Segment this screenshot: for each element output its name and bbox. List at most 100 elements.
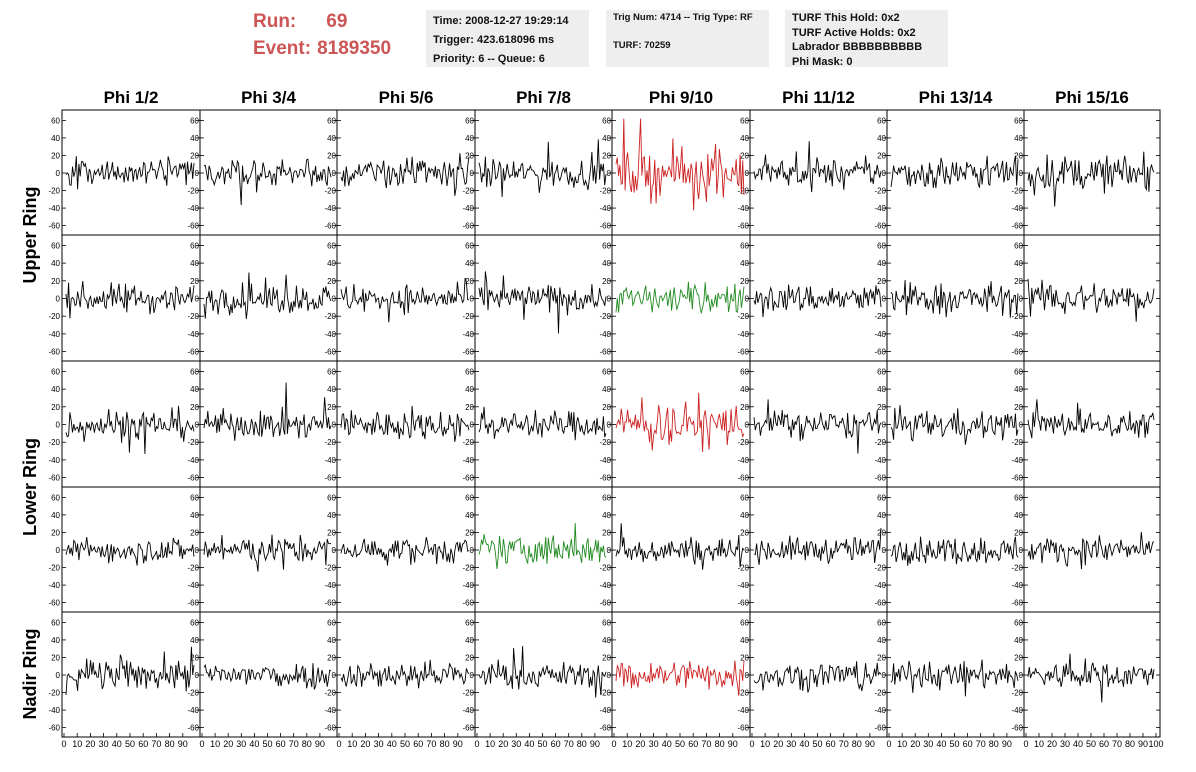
y-tick-label: 40 [877,134,886,143]
y-tick-label: -20 [462,187,474,196]
x-tick-label: 80 [302,739,312,749]
y-tick-label: -20 [1011,564,1023,573]
phi-mask-text: Phi Mask: 0 [792,55,853,68]
waveform-trace [615,523,745,570]
y-tick-label: 60 [1014,241,1023,250]
y-tick-label: -60 [737,348,749,357]
x-tick-label: 30 [99,739,109,749]
y-tick-label: 0 [332,546,337,555]
y-tick-label: 40 [1014,259,1023,268]
waveform-panel [199,611,338,738]
x-tick-label: 90 [453,739,463,749]
y-tick-label: -20 [462,438,474,447]
y-tick-label: 40 [51,134,60,143]
y-tick-label: -20 [874,187,886,196]
y-tick-label: -20 [462,564,474,573]
y-tick-label: 0 [745,421,750,430]
x-tick-label: 30 [1060,739,1070,749]
y-tick-label: 40 [327,134,336,143]
waveform-trace [340,659,470,689]
y-tick-label: 0 [882,169,887,178]
y-tick-label: 60 [602,116,611,125]
y-tick-label: -60 [324,222,336,231]
x-tick-label: 10 [1034,739,1044,749]
y-tick-label: 20 [602,151,611,160]
waveform-trace [65,536,195,566]
y-tick-label: 0 [332,295,337,304]
y-tick-label: 60 [740,367,749,376]
y-tick-label: 60 [190,618,199,627]
y-tick-label: -40 [599,581,611,590]
y-tick-label: -60 [599,599,611,608]
waveform-trace [890,659,1019,697]
y-tick-label: -20 [324,187,336,196]
y-tick-label: 0 [195,421,200,430]
y-tick-label: 60 [51,618,60,627]
waveform-trace [1027,151,1155,207]
y-tick-label: 0 [195,169,200,178]
y-tick-label: -20 [737,438,749,447]
x-tick-label: 10 [760,739,770,749]
y-tick-label: 60 [51,116,60,125]
waveform-panel [336,486,476,613]
y-tick-label: -40 [737,456,749,465]
y-tick-label: -20 [874,312,886,321]
time-text: Time: 2008-12-27 19:29:14 [433,15,569,27]
x-tick-label: 100 [1148,739,1163,749]
y-tick-label: 40 [190,511,199,520]
y-tick-label: 0 [1019,421,1024,430]
y-tick-label: 40 [740,511,749,520]
y-tick-label: -20 [187,187,199,196]
y-tick-label: 40 [877,636,886,645]
waveform-panel [61,611,201,738]
y-tick-label: 20 [740,277,749,286]
x-tick-label: 40 [662,739,672,749]
y-tick-label: 60 [51,493,60,502]
y-tick-label: 40 [190,134,199,143]
x-tick-label: 20 [1047,739,1057,749]
y-tick-label: -20 [874,689,886,698]
y-tick-label: 40 [327,385,336,394]
x-tick-label: 0 [199,739,204,749]
waveform-panel [749,486,888,613]
y-tick-label: 60 [1014,618,1023,627]
waveform-trace [890,405,1019,445]
y-tick-label: 60 [327,241,336,250]
y-tick-label: 40 [190,636,199,645]
y-tick-label: 60 [327,493,336,502]
y-tick-label: -60 [324,474,336,483]
y-tick-label: 0 [607,546,612,555]
y-tick-label: 40 [465,134,474,143]
y-tick-label: -60 [1011,599,1023,608]
y-tick-label: 0 [332,671,337,680]
x-tick-label: 80 [577,739,587,749]
y-tick-label: -20 [324,312,336,321]
y-tick-label: -40 [1011,581,1023,590]
y-tick-label: -60 [324,599,336,608]
y-tick-label: 40 [51,385,60,394]
y-tick-label: 40 [51,636,60,645]
y-tick-label: 40 [465,385,474,394]
waveform-panel [749,109,888,236]
y-tick-label: -40 [462,581,474,590]
x-tick-label: 40 [1073,739,1083,749]
y-tick-label: -40 [324,330,336,339]
waveform-trace [203,382,332,441]
y-tick-label: -20 [48,187,60,196]
x-tick-label: 0 [611,739,616,749]
y-tick-label: -40 [324,456,336,465]
y-tick-label: 0 [745,169,750,178]
y-tick-label: 40 [602,385,611,394]
y-tick-label: -40 [187,581,199,590]
y-tick-label: 0 [745,546,750,555]
y-tick-label: 20 [190,528,199,537]
x-tick-label: 0 [61,739,66,749]
y-tick-label: 60 [190,367,199,376]
y-tick-label: -60 [48,724,60,733]
x-tick-label: 80 [1125,739,1135,749]
y-tick-label: -20 [48,689,60,698]
y-tick-label: 0 [882,546,887,555]
y-tick-label: -60 [1011,222,1023,231]
y-tick-label: -20 [187,689,199,698]
y-tick-label: -20 [48,564,60,573]
